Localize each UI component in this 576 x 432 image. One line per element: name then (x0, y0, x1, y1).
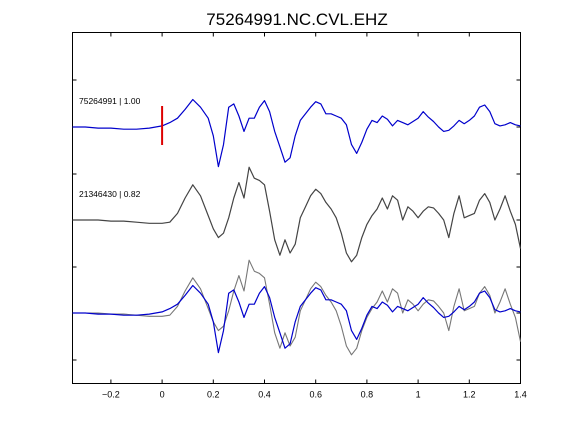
x-tick-label: 0.6 (309, 390, 322, 400)
trace-labels: 75264991 | 1.00 21346430 | 0.82 (79, 96, 141, 199)
plot-frame (72, 32, 521, 384)
traces (72, 98, 522, 356)
overlay-trace-primary (72, 284, 521, 354)
trace-secondary (72, 166, 522, 263)
y-ticks (72, 79, 521, 361)
x-tick-label: −0.2 (102, 390, 120, 400)
x-tick-label: 0.4 (258, 390, 271, 400)
x-tick-label: 0.2 (207, 390, 220, 400)
x-axis: −0.2 0 0.2 0.4 0.6 0.8 1 1.2 1.4 (102, 32, 527, 400)
x-tick-label: 0.8 (361, 390, 374, 400)
trace-primary (72, 98, 521, 168)
overlay-trace-secondary (72, 259, 522, 356)
chart-title: 75264991.NC.CVL.EHZ (206, 10, 387, 29)
x-tick-label: 1.2 (463, 390, 476, 400)
x-tick-label: 1.4 (514, 390, 527, 400)
x-tick-label: 1 (416, 390, 421, 400)
trace-label: 21346430 | 0.82 (79, 189, 141, 199)
trace-label: 75264991 | 1.00 (79, 96, 141, 106)
x-tick-label: 0 (160, 390, 165, 400)
